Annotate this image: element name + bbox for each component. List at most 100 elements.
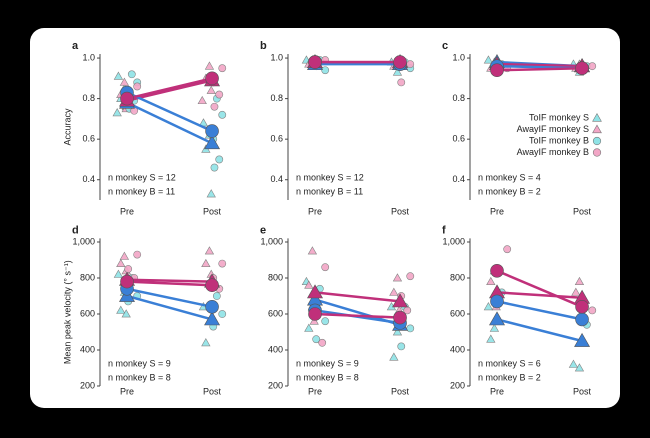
individual-point	[113, 71, 124, 80]
mean-marker	[574, 332, 591, 347]
y-tick-label: 400	[450, 344, 465, 354]
y-tick-label: 0.8	[452, 93, 465, 103]
x-tick-label: Pre	[308, 386, 322, 396]
annotation: n monkey B = 11	[108, 186, 175, 196]
individual-point	[321, 263, 330, 272]
annotation: n monkey B = 2	[478, 372, 541, 382]
individual-point	[210, 102, 219, 111]
legend-symbol	[592, 148, 602, 157]
mean-line	[126, 287, 213, 309]
individual-point	[218, 259, 227, 268]
mean-marker	[392, 293, 409, 308]
individual-point	[119, 77, 130, 86]
x-tick-label: Post	[203, 206, 222, 216]
mean-line	[126, 278, 213, 283]
individual-point	[483, 302, 494, 311]
mean-marker	[204, 311, 221, 326]
individual-point	[307, 246, 318, 255]
individual-point	[568, 359, 579, 368]
mean-line	[496, 300, 583, 321]
x-tick-label: Post	[391, 386, 410, 396]
individual-point	[116, 305, 126, 314]
card	[30, 28, 620, 408]
x-tick-label: Post	[391, 206, 410, 216]
y-tick-label: 0.4	[82, 174, 95, 184]
annotation: n monkey S = 9	[108, 358, 171, 368]
x-tick-label: Pre	[308, 206, 322, 216]
individual-point	[389, 352, 399, 361]
y-tick-label: 600	[80, 308, 95, 318]
mean-line	[126, 77, 213, 100]
individual-point	[571, 287, 581, 296]
mean-marker	[575, 299, 589, 314]
x-tick-label: Pre	[120, 206, 134, 216]
x-tick-label: Pre	[490, 206, 504, 216]
individual-point	[304, 323, 314, 332]
y-tick-label: 0.6	[452, 134, 465, 144]
panel-letter: d	[72, 224, 79, 236]
mean-line	[126, 280, 213, 287]
x-tick-label: Pre	[490, 386, 504, 396]
panel-letter: e	[260, 224, 266, 236]
individual-point	[483, 55, 494, 64]
mean-line	[126, 79, 213, 102]
x-tick-label: Pre	[120, 386, 134, 396]
legend-symbol	[592, 124, 602, 134]
y-tick-label: 0.4	[452, 174, 465, 184]
y-tick-label: 0.6	[82, 134, 95, 144]
individual-point	[206, 85, 216, 94]
mean-marker	[490, 294, 504, 309]
individual-point	[218, 64, 227, 73]
y-axis-label: Mean peak velocity (° s⁻¹)	[62, 260, 72, 364]
y-tick-label: 600	[450, 308, 465, 318]
individual-point	[321, 317, 330, 326]
individual-point	[119, 251, 130, 260]
y-tick-label: 1.0	[452, 52, 465, 62]
annotation: n monkey S = 4	[478, 172, 541, 182]
individual-point	[133, 82, 142, 91]
annotation: n monkey S = 12	[108, 172, 176, 182]
individual-point	[588, 62, 597, 71]
individual-point	[486, 334, 496, 343]
y-tick-label: 0.8	[82, 93, 95, 103]
individual-point	[486, 276, 496, 286]
individual-point	[204, 246, 215, 255]
individual-point	[318, 338, 327, 347]
mean-line	[496, 318, 583, 343]
legend-label: ToIF monkey S	[529, 112, 589, 122]
mean-marker	[205, 124, 219, 138]
individual-point	[574, 363, 585, 372]
individual-point	[113, 269, 124, 278]
mean-marker	[490, 263, 504, 278]
x-tick-label: Post	[573, 386, 592, 396]
y-tick-label: 200	[80, 380, 95, 390]
individual-point	[210, 163, 219, 172]
y-tick-label: 400	[80, 344, 95, 354]
annotation: n monkey S = 6	[478, 358, 541, 368]
individual-point	[218, 310, 227, 318]
mean-marker	[307, 284, 323, 299]
mean-marker	[490, 63, 504, 78]
individual-point	[206, 189, 216, 198]
individual-point	[215, 90, 224, 99]
mean-marker	[205, 71, 219, 86]
individual-point	[489, 323, 500, 332]
individual-point	[392, 67, 403, 76]
mean-marker	[205, 278, 219, 293]
y-tick-label: 1.0	[270, 52, 283, 62]
mean-marker	[489, 311, 505, 326]
annotation: n monkey B = 8	[108, 372, 171, 382]
y-tick-label: 800	[450, 272, 465, 282]
y-tick-label: 0.8	[270, 93, 283, 103]
y-tick-label: 1,000	[260, 236, 283, 246]
annotation: n monkey B = 8	[296, 372, 359, 382]
individual-point	[406, 324, 415, 333]
mean-marker	[575, 61, 589, 75]
mean-marker	[204, 135, 221, 150]
individual-point	[397, 342, 406, 351]
y-tick-label: 0.4	[270, 174, 283, 184]
individual-point	[121, 309, 131, 318]
y-tick-label: 200	[268, 380, 283, 390]
mean-marker	[308, 307, 322, 321]
individual-point	[389, 287, 399, 296]
